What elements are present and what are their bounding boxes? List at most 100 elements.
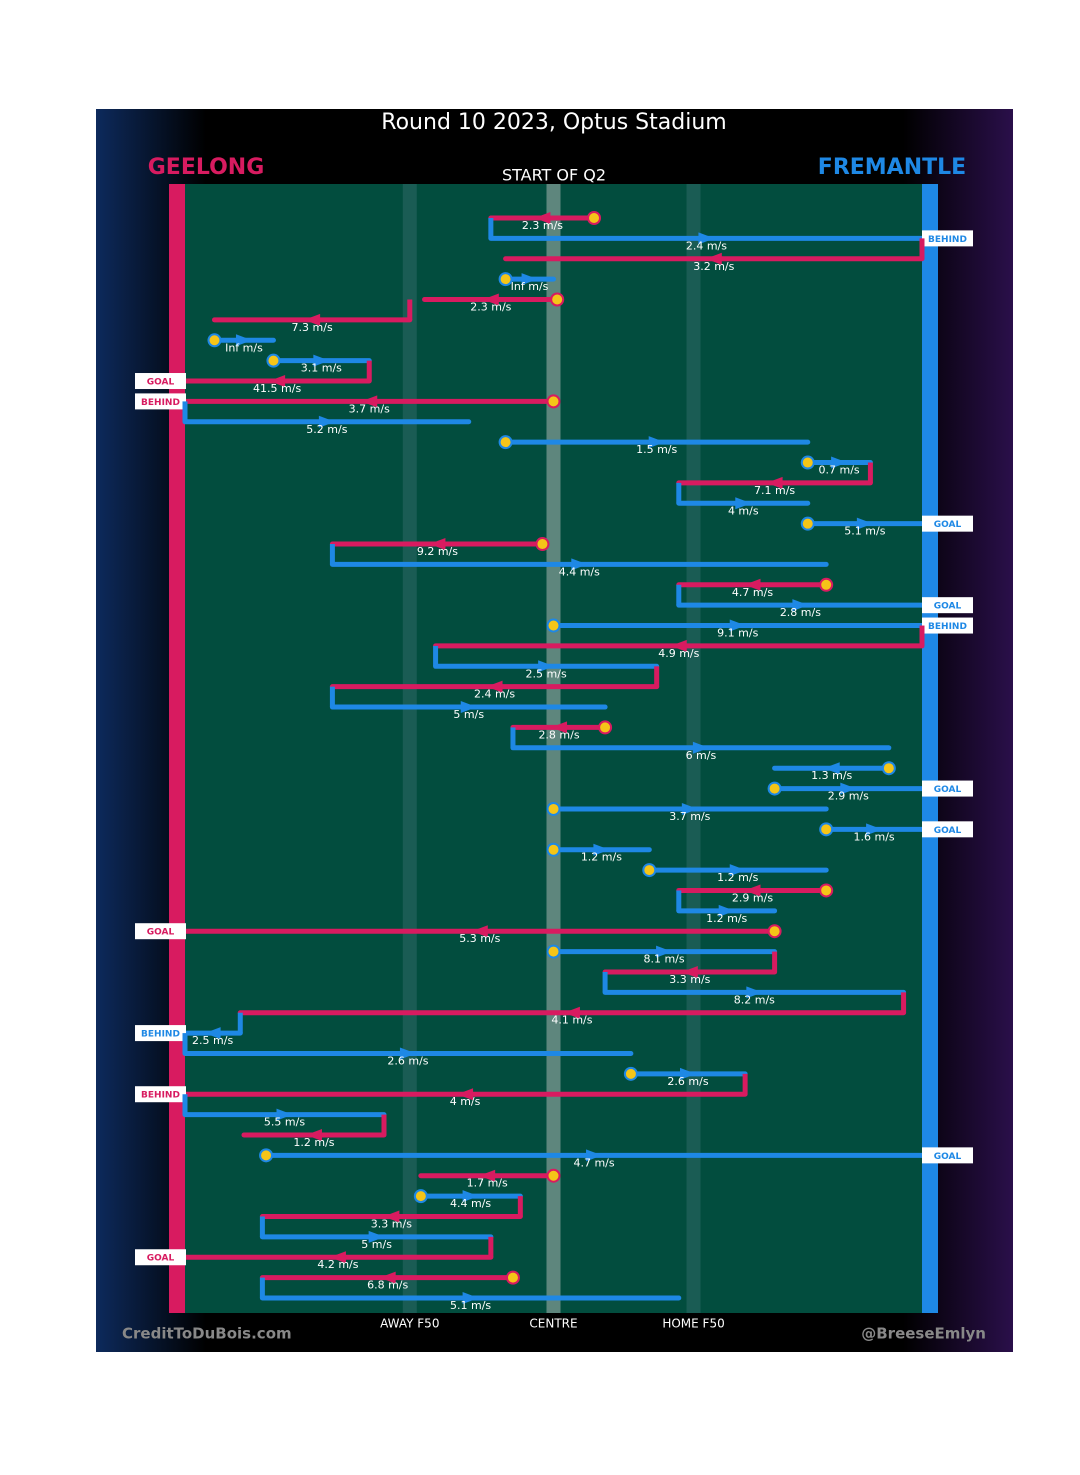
direction-arrow [460,701,477,714]
speed-label: Inf m/s [511,280,549,293]
direction-arrow [368,1230,385,1243]
speed-label: 1.6 m/s [854,830,895,843]
speed-label: 7.3 m/s [292,321,333,334]
end-tag-label: GOAL [934,785,962,795]
speed-label: 2.6 m/s [387,1054,428,1067]
speed-label: 1.3 m/s [811,769,852,782]
direction-arrow [399,1047,416,1060]
geelong-goal-line [169,184,185,1313]
speed-label: 5.3 m/s [459,932,500,945]
speed-label: 4.7 m/s [732,586,773,599]
direction-arrow [486,680,503,693]
direction-arrow [305,1128,322,1141]
stoppage-marker [800,516,815,531]
stoppage-marker [881,761,896,776]
team-name: GEELONG [148,155,265,180]
speed-label: 2.8 m/s [538,728,579,741]
direction-arrow [563,1006,580,1019]
speed-label: 4.4 m/s [559,565,600,578]
speed-label: 5.1 m/s [844,525,885,538]
stoppage-marker [819,577,834,592]
direction-arrow [361,395,378,408]
stoppage-marker [800,455,815,470]
direction-arrow [698,232,715,245]
speed-label: 41.5 m/s [253,382,301,395]
stoppage-marker [546,801,561,816]
direction-arrow [735,497,752,510]
direction-arrow [204,1027,221,1040]
speed-label: 4.2 m/s [317,1258,358,1271]
end-tag-label: BEHIND [141,398,180,408]
stoppage-marker [819,822,834,837]
direction-arrow [823,762,840,775]
direction-arrow [479,1169,496,1182]
speed-label: 2.4 m/s [474,688,515,701]
stoppage-marker [259,1148,274,1163]
stoppage-marker [266,353,281,368]
end-tag-label: GOAL [147,1254,175,1264]
direction-arrow [521,273,538,286]
direction-arrow [831,456,848,469]
direction-arrow [681,802,698,815]
stoppage-marker [498,272,513,287]
end-tag-label: GOAL [147,378,175,388]
direction-arrow [856,517,873,530]
speed-label: 3.1 m/s [301,362,342,375]
end-tag [922,780,973,797]
stoppage-marker [587,211,602,225]
speed-label: 1.2 m/s [706,912,747,925]
stoppage-marker [767,924,782,939]
speed-label: 4.9 m/s [658,647,699,660]
speed-label: 2.4 m/s [686,239,727,252]
end-tag [135,373,186,390]
end-tag [135,1249,186,1266]
direction-arrow [462,1292,479,1304]
speed-label: 8.2 m/s [734,993,775,1006]
chart-subtitle: START OF Q2 [502,166,606,185]
direction-arrow [705,252,722,265]
end-tag [135,923,186,940]
direction-arrow [670,639,687,652]
credit: @BreeseEmlyn [861,1325,986,1343]
speed-label: 3.7 m/s [669,810,710,823]
direction-arrow [551,721,568,734]
speed-label: 5.5 m/s [264,1116,305,1129]
end-tag [922,1147,973,1164]
speed-label: 6.8 m/s [367,1279,408,1292]
stoppage-marker [598,720,613,735]
direction-arrow [656,945,673,958]
stoppage-marker [642,863,657,878]
direction-arrow [276,1108,293,1121]
chart-title: Round 10 2023, Optus Stadium [381,110,726,135]
speed-label: 6 m/s [686,749,717,762]
x-tick-label: CENTRE [529,1317,577,1331]
speed-label: 5 m/s [453,708,484,721]
direction-arrow [429,538,446,551]
end-tag-label: GOAL [147,928,175,938]
speed-label: 3.3 m/s [371,1217,412,1230]
end-tag [922,597,973,614]
stoppage-marker [546,394,561,409]
speed-label: 2.8 m/s [780,606,821,619]
speed-label: 2.9 m/s [732,891,773,904]
speed-label: 5.1 m/s [450,1299,491,1312]
end-tag-label: BEHIND [928,622,967,632]
speed-label: 4.4 m/s [450,1197,491,1210]
speed-label: 2.3 m/s [522,219,563,232]
stoppage-marker [498,435,513,450]
stoppage-marker [546,944,561,959]
end-tag-label: GOAL [934,602,962,612]
speed-label: 2.6 m/s [667,1075,708,1088]
speed-label: 1.7 m/s [467,1177,508,1190]
speed-label: 3.3 m/s [669,973,710,986]
speed-label: 1.2 m/s [717,871,758,884]
fremantle-goal-line [922,184,938,1313]
stoppage-marker [819,883,834,898]
direction-arrow [718,904,735,917]
end-tag-label: GOAL [934,520,962,530]
team-name: FREMANTLE [818,155,966,180]
speed-label: 2.9 m/s [828,790,869,803]
direction-arrow [792,599,809,612]
direction-arrow [840,782,857,795]
